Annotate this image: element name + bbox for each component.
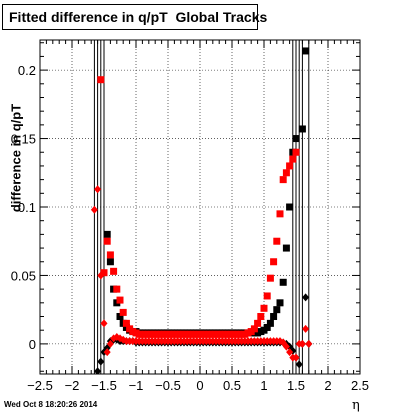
square-point-series-0 <box>276 299 284 307</box>
square-point-series-1 <box>270 258 278 266</box>
y-axis-label: difference in q/pT <box>8 103 24 213</box>
x-axis-label: η <box>352 398 360 413</box>
timestamp-label: Wed Oct 8 18:20:26 2014 <box>4 400 98 409</box>
diamond-point-series-3 <box>97 271 105 280</box>
square-point-series-0 <box>279 278 287 286</box>
diamond-point-series-2 <box>97 357 105 366</box>
x-tick-label: 1 <box>260 378 267 393</box>
diamond-point-series-3 <box>292 353 300 362</box>
y-tick-label: 0.2 <box>18 63 36 78</box>
square-point-series-0 <box>298 125 306 133</box>
x-tick-label: −2.5 <box>27 378 53 393</box>
square-point-series-1 <box>263 292 271 300</box>
square-point-series-1 <box>103 237 111 245</box>
square-point-series-1 <box>100 269 108 277</box>
square-point-series-1 <box>113 285 121 293</box>
square-point-series-0 <box>302 47 310 55</box>
square-point-series-1 <box>266 274 274 282</box>
x-tick-label: −1 <box>129 378 144 393</box>
square-point-series-1 <box>289 155 297 163</box>
square-point-series-1 <box>286 162 294 170</box>
x-tick-label: 0.5 <box>223 378 241 393</box>
diamond-point-series-3 <box>94 185 102 194</box>
x-tick-label: −0.5 <box>155 378 181 393</box>
x-tick-label: 2.5 <box>351 378 369 393</box>
square-point-series-0 <box>263 323 271 331</box>
diamond-point-series-3 <box>90 205 98 214</box>
diamond-point-series-3 <box>106 339 114 348</box>
square-point-series-1 <box>276 210 284 218</box>
chart-title: Fitted difference in q/pT Global Tracks <box>2 4 267 30</box>
x-tick-label: −2 <box>65 378 80 393</box>
square-point-series-0 <box>106 258 114 266</box>
square-point-series-1 <box>260 304 268 312</box>
square-point-series-1 <box>273 237 281 245</box>
x-tick-label: −1.5 <box>91 378 117 393</box>
square-point-series-1 <box>106 251 114 259</box>
diamond-point-series-3 <box>298 339 306 348</box>
diamond-point-series-3 <box>282 342 290 351</box>
x-tick-label: 0 <box>196 378 203 393</box>
square-point-series-0 <box>282 244 290 252</box>
square-point-series-0 <box>292 135 300 143</box>
square-point-series-0 <box>273 306 281 314</box>
diamond-point-series-2 <box>302 293 310 302</box>
diamond-point-series-3 <box>103 348 111 357</box>
square-point-series-1 <box>250 325 258 333</box>
diamond-point-series-3 <box>305 339 313 348</box>
square-point-series-1 <box>279 176 287 184</box>
square-point-series-1 <box>282 169 290 177</box>
square-point-series-1 <box>119 308 127 316</box>
square-point-series-1 <box>254 319 262 327</box>
square-point-series-0 <box>103 230 111 238</box>
diamond-point-series-2 <box>295 360 303 369</box>
square-point-series-0 <box>116 313 124 321</box>
square-point-series-0 <box>296 32 303 39</box>
y-tick-label: 0.15 <box>11 132 36 147</box>
y-tick-label: 0.1 <box>18 200 36 215</box>
y-tick-label: 0.05 <box>11 268 36 283</box>
diamond-point-series-3 <box>286 348 294 357</box>
square-point-series-0 <box>266 319 274 327</box>
x-tick-label: 1.5 <box>287 378 305 393</box>
square-point-series-1 <box>292 148 300 156</box>
y-tick-label: 0 <box>29 337 36 352</box>
square-point-series-1 <box>97 76 105 84</box>
square-point-series-0 <box>270 313 278 321</box>
square-point-series-1 <box>110 267 118 275</box>
diamond-point-series-3 <box>100 319 108 328</box>
data-points <box>90 32 313 374</box>
square-point-series-1 <box>257 313 265 321</box>
square-point-series-1 <box>116 296 124 304</box>
square-point-series-1 <box>122 319 130 327</box>
x-tick-label: 2 <box>324 378 331 393</box>
square-point-series-0 <box>286 203 294 211</box>
diamond-point-series-3 <box>302 324 310 333</box>
